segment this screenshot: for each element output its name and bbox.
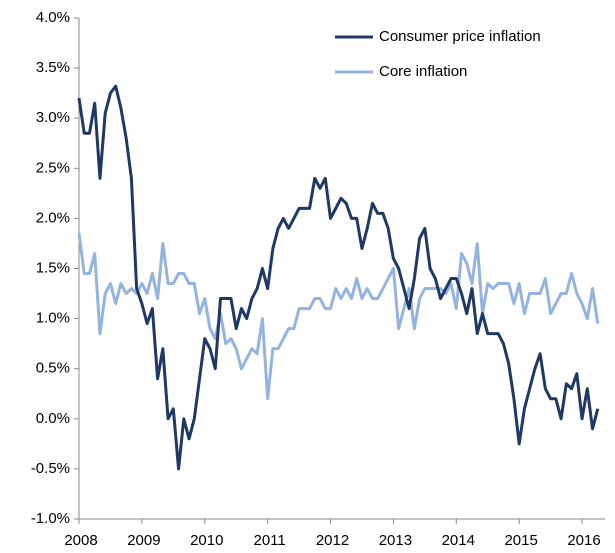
series-line <box>77 84 600 471</box>
y-tick-label: 2.5% <box>36 159 70 176</box>
x-tick-label: 2009 <box>127 532 160 549</box>
y-tick-label: 3.0% <box>36 109 70 126</box>
x-tick-label: 2013 <box>379 532 412 549</box>
x-tick-label: 2012 <box>316 532 349 549</box>
y-tick-label: 2.0% <box>36 209 70 226</box>
x-tick-label: 2008 <box>64 532 97 549</box>
series-line <box>77 233 600 401</box>
y-tick-label: 0.5% <box>36 360 70 377</box>
x-tick-label: 2014 <box>442 532 475 549</box>
x-tick-label: 2010 <box>190 532 223 549</box>
y-tick-label: 1.5% <box>36 259 70 276</box>
x-tick-label: 2011 <box>254 532 286 549</box>
y-tick-label: 1.0% <box>36 310 70 327</box>
legend-label: Core inflation <box>379 63 467 80</box>
x-tick-label: 2016 <box>567 532 600 549</box>
y-tick-label: 3.5% <box>36 59 70 76</box>
y-tick-label: -1.0% <box>31 510 70 527</box>
x-tick-label: 2015 <box>504 532 537 549</box>
y-tick-label: 0.0% <box>36 410 70 427</box>
legend-label: Consumer price inflation <box>379 28 541 45</box>
y-tick-label: 4.0% <box>36 9 70 26</box>
y-tick-label: -0.5% <box>31 460 70 477</box>
